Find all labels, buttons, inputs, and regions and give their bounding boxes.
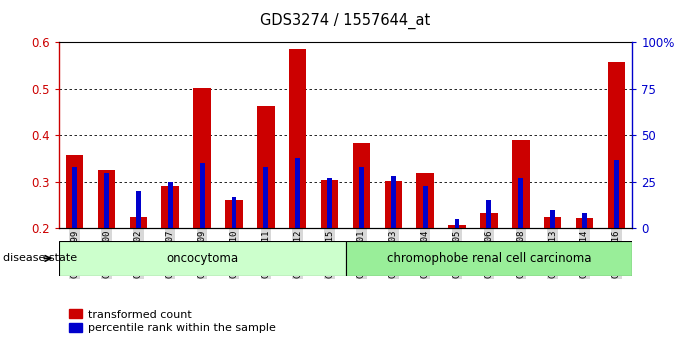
Bar <box>346 241 632 276</box>
Bar <box>359 167 364 228</box>
Bar <box>352 143 370 228</box>
Bar <box>104 172 109 228</box>
Bar <box>136 191 141 228</box>
Bar <box>417 172 434 228</box>
Bar <box>512 139 529 228</box>
Bar <box>321 179 339 228</box>
Text: chromophobe renal cell carcinoma: chromophobe renal cell carcinoma <box>387 252 591 265</box>
Bar <box>518 178 523 228</box>
Legend: transformed count, percentile rank within the sample: transformed count, percentile rank withi… <box>64 305 280 338</box>
Text: oncocytoma: oncocytoma <box>166 252 238 265</box>
Bar <box>289 50 307 228</box>
Text: GDS3274 / 1557644_at: GDS3274 / 1557644_at <box>261 12 430 29</box>
Bar <box>295 158 300 228</box>
Bar <box>384 181 402 228</box>
Bar <box>544 217 561 228</box>
Bar <box>231 197 236 228</box>
Bar <box>327 178 332 228</box>
Bar <box>455 219 460 228</box>
Bar <box>59 241 346 276</box>
Bar <box>73 167 77 228</box>
Bar <box>97 170 115 228</box>
Bar <box>550 210 555 228</box>
Bar <box>480 213 498 228</box>
Bar <box>162 185 179 228</box>
Bar <box>486 200 491 228</box>
Bar <box>263 167 268 228</box>
Bar <box>130 217 147 228</box>
Bar <box>448 225 466 228</box>
Bar <box>225 200 243 228</box>
Bar <box>257 106 274 228</box>
Bar <box>582 213 587 228</box>
Text: disease state: disease state <box>3 253 77 263</box>
Bar <box>66 155 84 228</box>
Bar <box>168 182 173 228</box>
Bar <box>200 163 205 228</box>
Bar <box>391 176 396 228</box>
Bar <box>576 218 594 228</box>
Bar <box>423 185 428 228</box>
Bar <box>607 62 625 228</box>
Bar <box>193 88 211 228</box>
Bar <box>614 160 618 228</box>
